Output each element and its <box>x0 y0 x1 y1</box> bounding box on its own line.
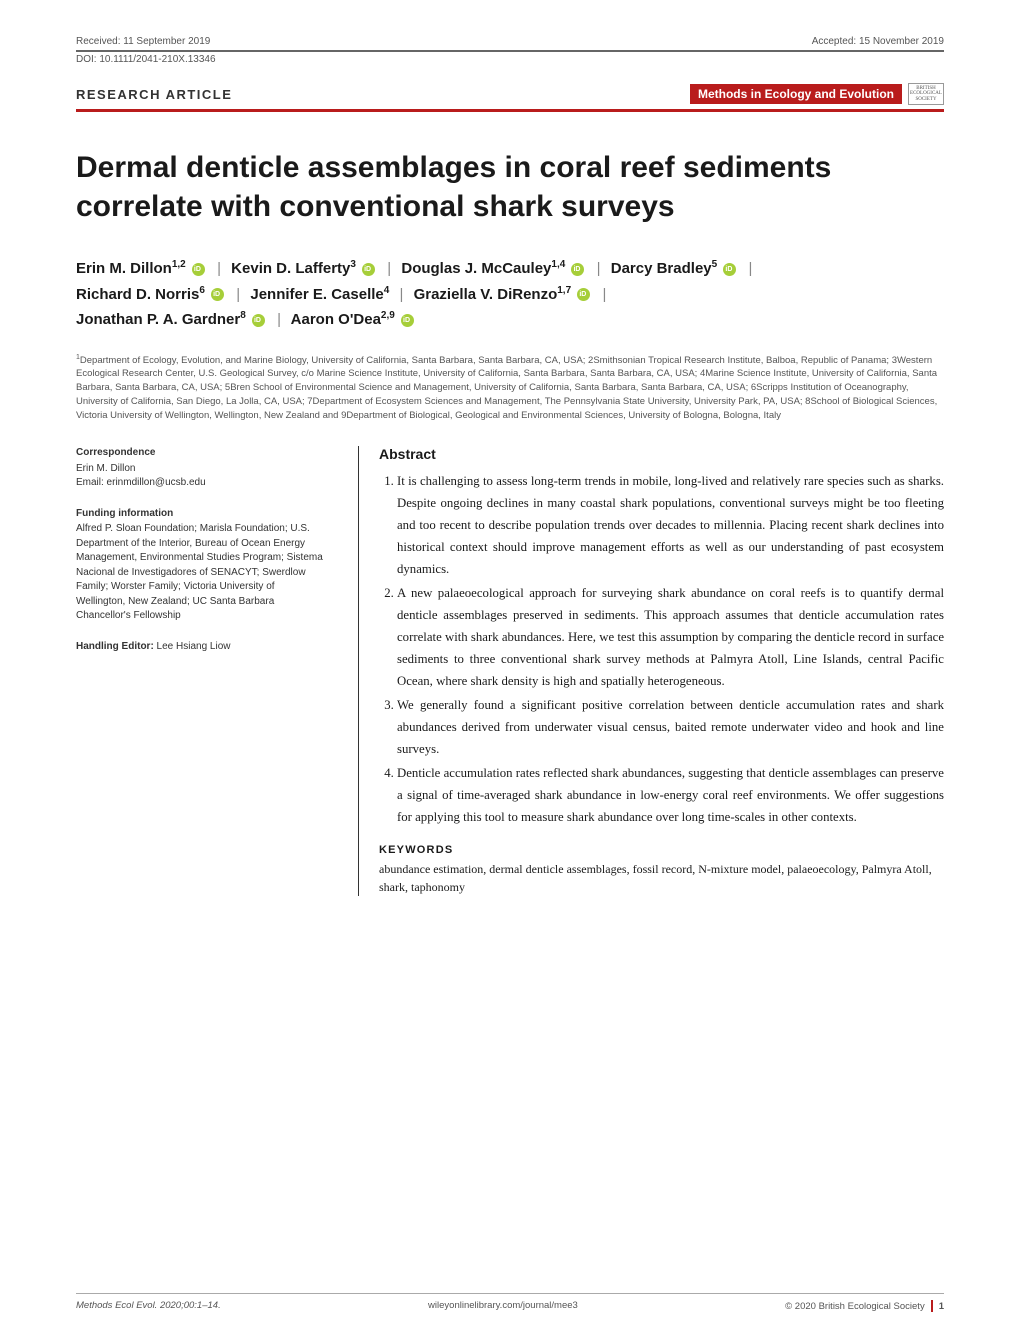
author-separator: | <box>217 260 221 277</box>
sidebar-meta: Correspondence Erin M. Dillon Email: eri… <box>76 446 326 896</box>
editor-name: Lee Hsiang Liow <box>154 641 231 652</box>
correspondence-block: Correspondence Erin M. Dillon Email: eri… <box>76 446 326 491</box>
body-columns: Correspondence Erin M. Dillon Email: eri… <box>76 446 944 896</box>
journal-badge: Methods in Ecology and Evolution BRITISH… <box>690 83 944 105</box>
accepted-date: Accepted: 15 November 2019 <box>812 36 944 47</box>
author: Erin M. Dillon1,2 <box>76 260 207 277</box>
abstract-item: A new palaeoecological approach for surv… <box>397 582 944 692</box>
author-separator: | <box>236 286 240 303</box>
author-separator: | <box>400 286 404 303</box>
funding-body: Alfred P. Sloan Foundation; Marisla Foun… <box>76 522 326 624</box>
abstract-item: Denticle accumulation rates reflected sh… <box>397 762 944 828</box>
orcid-icon <box>211 288 224 301</box>
orcid-icon <box>723 263 736 276</box>
article-type-row: RESEARCH ARTICLE Methods in Ecology and … <box>76 83 944 105</box>
orcid-icon <box>571 263 584 276</box>
author: Jonathan P. A. Gardner8 <box>76 311 267 328</box>
journal-name: Methods in Ecology and Evolution <box>690 84 902 104</box>
author-separator: | <box>387 260 391 277</box>
orcid-icon <box>252 314 265 327</box>
abstract-item: It is challenging to assess long-term tr… <box>397 470 944 580</box>
author-separator: | <box>277 311 281 328</box>
author: Richard D. Norris6 <box>76 286 226 303</box>
author: Douglas J. McCauley1,4 <box>401 260 586 277</box>
affiliations: 1Department of Ecology, Evolution, and M… <box>76 353 944 423</box>
keywords-text: abundance estimation, dermal denticle as… <box>379 860 944 896</box>
author: Jennifer E. Caselle4 <box>250 286 389 303</box>
correspondence-name: Erin M. Dillon <box>76 462 326 477</box>
footer-url: wileyonlinelibrary.com/journal/mee3 <box>428 1300 578 1312</box>
received-date: Received: 11 September 2019 <box>76 36 210 47</box>
footer-copyright: © 2020 British Ecological Society 1 <box>785 1300 944 1312</box>
funding-heading: Funding information <box>76 507 326 522</box>
article-history-bar: Received: 11 September 2019 Accepted: 15… <box>76 36 944 50</box>
abstract-list: It is challenging to assess long-term tr… <box>379 470 944 828</box>
author: Graziella V. DiRenzo1,7 <box>414 286 593 303</box>
footer-citation: Methods Ecol Evol. 2020;00:1–14. <box>76 1300 221 1312</box>
author-list: Erin M. Dillon1,2 | Kevin D. Lafferty3 |… <box>76 256 944 333</box>
correspondence-email: Email: erinmdillon@ucsb.edu <box>76 476 326 491</box>
funding-block: Funding information Alfred P. Sloan Foun… <box>76 507 326 624</box>
abstract-item: We generally found a significant positiv… <box>397 694 944 760</box>
correspondence-heading: Correspondence <box>76 446 326 461</box>
orcid-icon <box>362 263 375 276</box>
author-separator: | <box>603 286 607 303</box>
keywords-heading: KEYWORDS <box>379 844 944 856</box>
red-rule <box>76 109 944 112</box>
society-logo: BRITISH ECOLOGICAL SOCIETY <box>908 83 944 105</box>
editor-block: Handling Editor: Lee Hsiang Liow <box>76 640 326 655</box>
abstract-heading: Abstract <box>379 446 944 462</box>
author: Darcy Bradley5 <box>611 260 739 277</box>
author-separator: | <box>749 260 753 277</box>
editor-heading: Handling Editor: <box>76 641 154 652</box>
orcid-icon <box>577 288 590 301</box>
doi-text: DOI: 10.1111/2041-210X.13346 <box>76 54 944 65</box>
header-rule <box>76 50 944 52</box>
orcid-icon <box>192 263 205 276</box>
page-number: 1 <box>939 1301 944 1312</box>
article-type-label: RESEARCH ARTICLE <box>76 87 232 102</box>
abstract-column: Abstract It is challenging to assess lon… <box>358 446 944 896</box>
footer-bar-icon <box>931 1300 933 1312</box>
page-footer: Methods Ecol Evol. 2020;00:1–14. wileyon… <box>76 1293 944 1312</box>
author: Aaron O'Dea2,9 <box>291 311 416 328</box>
article-title: Dermal denticle assemblages in coral ree… <box>76 148 944 226</box>
author: Kevin D. Lafferty3 <box>231 260 377 277</box>
author-separator: | <box>597 260 601 277</box>
orcid-icon <box>401 314 414 327</box>
